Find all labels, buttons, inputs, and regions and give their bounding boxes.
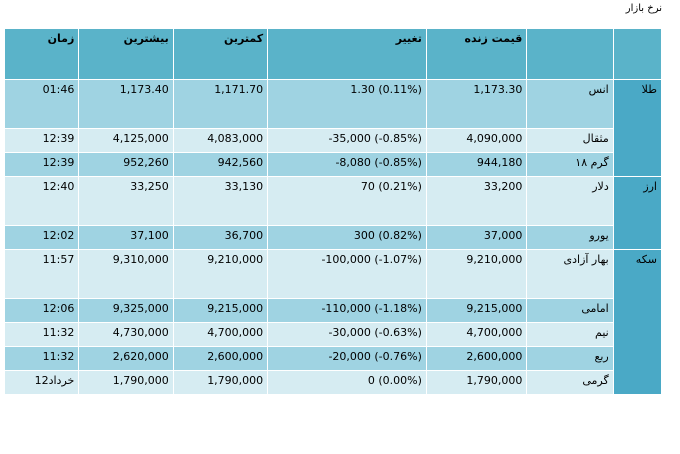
table-row: 11:57 9,310,000 9,210,000 -100,000 (-1.0… (3, 249, 663, 395)
row-price: 33,200 (425, 176, 528, 226)
table-row: 11:32 4,730,000 4,700,000 -30,000 (-0.63… (3, 322, 662, 347)
row-name: ربع (526, 346, 614, 371)
row-name: یورو (526, 225, 614, 250)
row-time: 11:32 (3, 322, 80, 347)
row-change: 300 (0.82%) (267, 225, 427, 250)
header-high: بیشترین (78, 28, 174, 80)
row-price: 4,700,000 (425, 322, 528, 347)
table-row: 12:39 952,260 942,560 -8,080 (-0.85%) 94… (3, 152, 662, 177)
table-header-row: زمان بیشترین کمترین تغییر قیمت زنده (3, 28, 663, 80)
row-low: 942,560 (172, 152, 269, 177)
row-high: 1,173.40 (78, 79, 174, 129)
row-time: 12خرداد (3, 370, 80, 395)
header-item (526, 28, 614, 80)
row-time: 01:46 (3, 79, 80, 129)
header-group (612, 28, 663, 80)
row-change: -110,000 (-1.18%) (267, 298, 427, 323)
row-price: 944,180 (425, 152, 528, 177)
table-row: 12خرداد 1,790,000 1,790,000 0 (0.00%) 1,… (3, 370, 662, 395)
row-high: 9,325,000 (78, 298, 174, 323)
row-change: -8,080 (-0.85%) (267, 152, 427, 177)
row-change: 1.30 (0.11%) (267, 79, 427, 129)
row-name: مثقال (526, 128, 614, 153)
header-low: کمترین (172, 28, 269, 80)
header-time: زمان (3, 28, 80, 80)
row-name: گرم ۱۸ (526, 152, 614, 177)
table-row: 12:02 37,100 36,700 300 (0.82%) 37,000 ی… (3, 225, 662, 250)
row-high: 33,250 (78, 176, 174, 226)
row-price: 1,173.30 (425, 79, 528, 129)
row-price: 9,215,000 (425, 298, 528, 323)
row-high: 4,730,000 (78, 322, 174, 347)
row-low: 1,171.70 (172, 79, 269, 129)
group-label-gold: طلا (612, 79, 663, 177)
row-high: 9,310,000 (78, 249, 174, 299)
row-time: 12:39 (3, 128, 80, 153)
row-low: 2,600,000 (172, 346, 269, 371)
row-price: 2,600,000 (425, 346, 528, 371)
row-time: 11:32 (3, 346, 80, 371)
row-low: 9,215,000 (172, 298, 269, 323)
group-label-currency: ارز (612, 176, 663, 250)
page-title: نرخ بازار (625, 3, 662, 14)
table-row: 12:39 4,125,000 4,083,000 -35,000 (-0.85… (3, 128, 662, 153)
row-high: 1,790,000 (78, 370, 174, 395)
row-price: 1,790,000 (425, 370, 528, 395)
group-label-coin: سکه (612, 249, 663, 395)
row-low: 33,130 (172, 176, 269, 226)
table-row: 01:46 1,173.40 1,171.70 1.30 (0.11%) 1,1… (3, 79, 663, 177)
row-low: 36,700 (172, 225, 269, 250)
row-name: امامی (526, 298, 614, 323)
row-high: 2,620,000 (78, 346, 174, 371)
row-change: -35,000 (-0.85%) (267, 128, 427, 153)
row-time: 12:02 (3, 225, 80, 250)
row-price: 4,090,000 (425, 128, 528, 153)
row-change: -20,000 (-0.76%) (267, 346, 427, 371)
row-change: 0 (0.00%) (267, 370, 427, 395)
row-change: -30,000 (-0.63%) (267, 322, 427, 347)
row-low: 1,790,000 (172, 370, 269, 395)
table-row: 12:40 33,250 33,130 70 (0.21%) 33,200 دل… (3, 176, 663, 250)
row-price: 37,000 (425, 225, 528, 250)
row-high: 952,260 (78, 152, 174, 177)
row-time: 12:39 (3, 152, 80, 177)
row-high: 37,100 (78, 225, 174, 250)
row-low: 4,700,000 (172, 322, 269, 347)
row-low: 9,210,000 (172, 249, 269, 299)
row-time: 12:40 (3, 176, 80, 226)
row-name: نیم (526, 322, 614, 347)
row-low: 4,083,000 (172, 128, 269, 153)
row-time: 12:06 (3, 298, 80, 323)
row-time: 11:57 (3, 249, 80, 299)
market-rates-table: زمان بیشترین کمترین تغییر قیمت زنده 01:4… (3, 28, 663, 395)
row-change: -100,000 (-1.07%) (267, 249, 427, 299)
header-change: تغییر (267, 28, 427, 80)
row-name: گرمی (526, 370, 614, 395)
row-name: بهار آزادی (526, 249, 614, 299)
row-name: انس (526, 79, 614, 129)
table-row: 12:06 9,325,000 9,215,000 -110,000 (-1.1… (3, 298, 662, 323)
row-name: دلار (526, 176, 614, 226)
table-row: 11:32 2,620,000 2,600,000 -20,000 (-0.76… (3, 346, 662, 371)
row-price: 9,210,000 (425, 249, 528, 299)
row-high: 4,125,000 (78, 128, 174, 153)
row-change: 70 (0.21%) (267, 176, 427, 226)
header-live-price: قیمت زنده (425, 28, 528, 80)
